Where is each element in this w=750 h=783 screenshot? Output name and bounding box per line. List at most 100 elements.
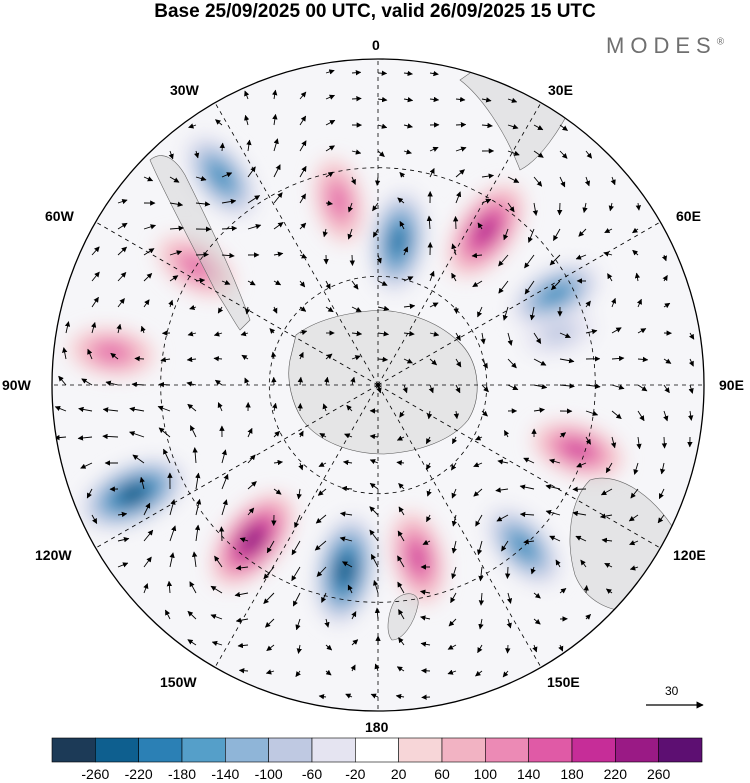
wind-vector	[192, 447, 198, 464]
wind-vector	[299, 329, 308, 336]
wind-vector	[585, 410, 599, 416]
wind-vector	[637, 328, 647, 334]
wind-vector	[608, 202, 614, 212]
wind-vector	[298, 430, 304, 438]
wind-vector	[377, 96, 388, 103]
wind-vector	[110, 352, 119, 360]
colorbar-tick-label: 140	[516, 766, 541, 782]
wind-vector	[62, 347, 68, 360]
wind-vector	[455, 332, 461, 341]
wind-vector	[403, 97, 414, 103]
wind-vector	[263, 592, 275, 604]
graticule	[52, 59, 704, 711]
meridian-150	[377, 384, 542, 668]
wind-vector	[498, 280, 509, 294]
lon-label-120w: 120W	[35, 547, 72, 563]
wind-vector	[210, 614, 223, 620]
wind-vector	[481, 97, 492, 103]
wind-vector	[661, 254, 667, 262]
wind-vector	[633, 462, 639, 475]
wind-vector	[504, 430, 510, 438]
wind-vector	[351, 96, 362, 102]
wind-vector	[429, 358, 438, 366]
wind-vector	[580, 559, 587, 568]
wind-vector	[599, 513, 613, 519]
colorbar-tick-label: 100	[473, 766, 498, 782]
wind-vector	[263, 566, 275, 580]
wind-vector	[194, 150, 200, 159]
wind-vector	[455, 122, 467, 128]
colorbar-tick-label: -100	[254, 766, 283, 782]
wind-vector	[351, 280, 359, 290]
wind-vector	[247, 481, 257, 490]
wind-vector	[395, 693, 405, 700]
brand-name: MODES	[606, 33, 717, 58]
wind-vector	[496, 514, 509, 522]
wind-vector	[213, 356, 223, 362]
wind-vector	[319, 433, 327, 439]
wind-vector	[299, 193, 306, 204]
wind-vector	[559, 357, 575, 364]
wind-vector	[221, 225, 238, 232]
wind-vector	[426, 462, 432, 471]
wind-vector	[214, 379, 223, 386]
wind-vector	[507, 150, 520, 156]
wind-vector	[237, 642, 249, 649]
wind-vector	[377, 356, 389, 363]
wind-vector	[350, 376, 356, 386]
wind-vector	[585, 300, 591, 308]
lon-label-120e: 120E	[673, 547, 706, 563]
anomaly-negative-11-band-4	[515, 538, 531, 555]
wind-vector	[117, 246, 127, 256]
wind-vector	[524, 280, 535, 295]
wind-vector	[299, 222, 307, 230]
wind-vector	[549, 458, 561, 464]
wind-vector	[266, 540, 275, 554]
wind-vector	[559, 332, 571, 339]
wind-vector	[478, 592, 485, 606]
wind-vector	[325, 644, 333, 651]
wind-vector	[582, 202, 588, 214]
wind-vector	[473, 488, 483, 497]
wind-vector	[351, 69, 362, 76]
wind-vector	[450, 592, 457, 604]
wind-vector	[117, 298, 125, 308]
wind-vector	[477, 222, 483, 230]
wind-vector	[533, 383, 548, 390]
wind-vector	[325, 280, 331, 290]
wind-vector	[403, 276, 414, 282]
anomaly-positive-6-band-3	[101, 346, 123, 359]
wind-vector	[636, 298, 642, 308]
wind-vector	[559, 432, 567, 438]
wind-vector	[611, 355, 625, 362]
wind-vector	[455, 169, 465, 178]
wind-vector	[519, 484, 535, 490]
wind-vector	[217, 306, 224, 314]
wind-vector	[506, 618, 512, 629]
wind-vector	[421, 668, 431, 674]
wind-vector	[403, 123, 413, 129]
lon-label-0: 0	[372, 37, 380, 53]
wind-vector	[551, 280, 561, 291]
wind-vector	[429, 146, 439, 152]
anomaly-negative-0-band-5	[393, 232, 404, 251]
wind-vector	[376, 254, 382, 264]
wind-vector	[316, 566, 327, 577]
wind-vector	[117, 272, 127, 282]
wind-vector	[600, 488, 613, 496]
wind-vector	[169, 225, 185, 231]
wind-vector	[347, 584, 353, 594]
wind-vector	[545, 484, 561, 490]
wind-vector	[117, 536, 130, 543]
colorbar	[51, 737, 703, 763]
wind-vector	[519, 511, 535, 518]
wind-vector	[292, 592, 301, 607]
wind-vector	[471, 252, 483, 259]
wind-vector	[369, 433, 379, 440]
wind-vector	[369, 482, 379, 490]
wind-vector	[91, 321, 97, 334]
wind-vector	[234, 591, 249, 598]
wind-vector	[530, 566, 536, 575]
wind-vector	[637, 356, 649, 363]
wind-vector	[219, 142, 225, 152]
